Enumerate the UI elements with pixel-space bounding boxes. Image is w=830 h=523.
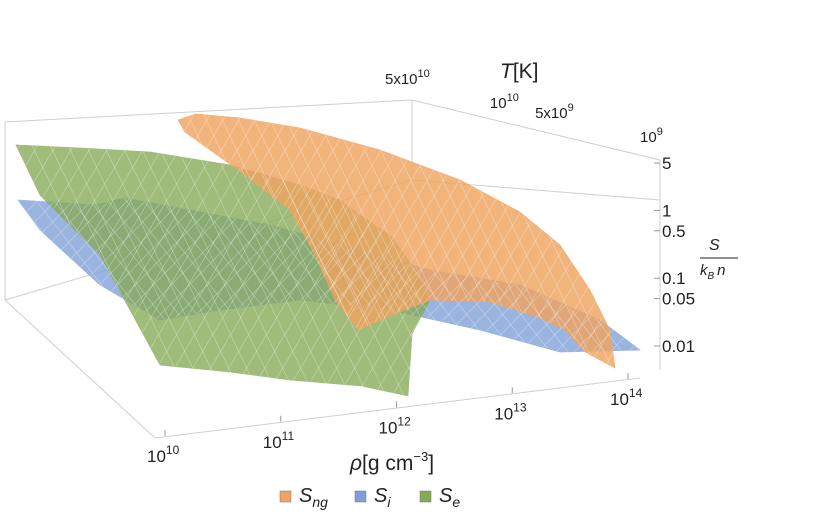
legend-swatch xyxy=(354,490,367,503)
legend-swatch xyxy=(419,490,432,503)
z-tick-label: 5 xyxy=(662,154,671,173)
box-edge xyxy=(4,299,156,439)
box-edge xyxy=(4,99,413,123)
x-tick-label: 1012 xyxy=(379,415,412,438)
legend: Sng Si Se xyxy=(279,485,460,510)
x-axis-ticks: 1010 1011 1012 1013 1014 xyxy=(147,373,643,466)
bounding-box xyxy=(4,99,661,439)
x-tick-label: 1014 xyxy=(610,386,643,409)
y-tick-label: 109 xyxy=(640,126,663,146)
legend-swatch xyxy=(279,490,292,503)
z-tick-label: 1 xyxy=(662,201,671,220)
z-tick-label: 0.5 xyxy=(662,222,686,241)
y-tick-label: 1010 xyxy=(490,92,519,112)
surface-s-ng xyxy=(177,113,616,369)
x-tick-label: 1010 xyxy=(147,443,180,466)
z-axis-ticks: 5 1 0.5 0.1 0.05 0.01 xyxy=(654,154,695,356)
z-tick-label: 0.1 xyxy=(662,269,686,288)
surfaces-group xyxy=(15,113,642,397)
box-edge xyxy=(411,99,661,161)
x-tick-label: 1011 xyxy=(263,429,295,452)
legend-item-label: Sng xyxy=(299,485,328,510)
x-tick-label: 1013 xyxy=(494,400,527,423)
z-tick-label: 0.01 xyxy=(662,337,695,356)
z-axis-label: S kB n xyxy=(700,237,738,282)
box-edge xyxy=(154,377,641,439)
x-axis-label: ρ[g cm−3] xyxy=(349,449,434,475)
legend-item-label: Si xyxy=(374,485,391,510)
svg-text:kBn: kB n xyxy=(700,262,726,282)
svg-text:S: S xyxy=(709,237,720,254)
y-tick-label: 5x109 xyxy=(535,102,574,122)
y-axis-ticks: 109 5x109 1010 5x1010 xyxy=(385,68,663,146)
y-tick-label: 5x1010 xyxy=(385,68,430,88)
y-axis-label: T[K] xyxy=(500,60,539,83)
z-tick-label: 0.05 xyxy=(662,290,695,309)
legend-item-label: Se xyxy=(439,485,460,510)
